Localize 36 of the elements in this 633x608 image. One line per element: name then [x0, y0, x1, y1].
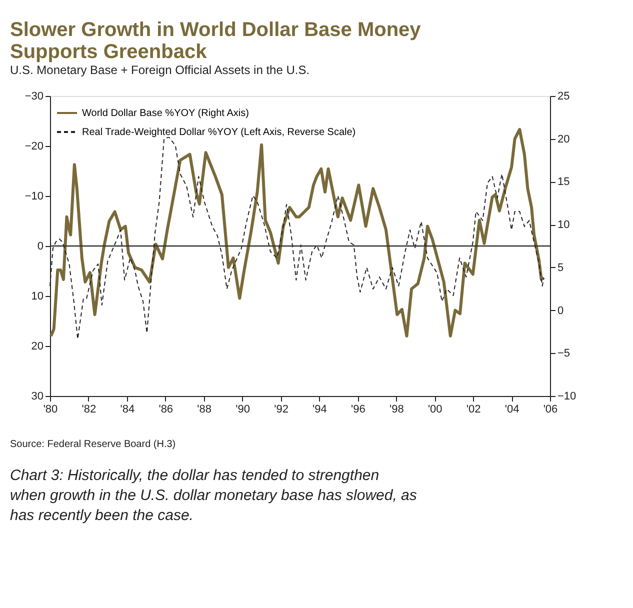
x-tick-label: '02: [466, 404, 481, 416]
y-tick-label: 20: [31, 340, 44, 352]
y2-tick-label: 25: [558, 90, 570, 102]
x-tick-label: '94: [312, 404, 327, 416]
x-tick-label: '88: [197, 404, 212, 416]
x-tick-label: '96: [351, 404, 366, 416]
y2-tick-label: 5: [558, 262, 564, 274]
text: Slower Growth in World Dollar Base Money: [10, 19, 421, 41]
y2-tick-label: 20: [558, 133, 570, 146]
x-tick-label: '00: [428, 404, 442, 416]
y-tick-label: −20: [24, 140, 44, 152]
y-tick-label: −10: [24, 190, 44, 202]
x-tick-label: '90: [236, 404, 250, 416]
legend-label: Real Trade-Weighted Dollar %YOY (Left Axis, Reverse Scale): [82, 127, 356, 138]
text: Supports Greenback: [10, 41, 207, 63]
x-tick-label: '98: [389, 404, 404, 416]
caption: Chart 3: Historically, the dollar has tended to strengthen when growth in the U.S. dollar monetary base has slowed, as has recently been the case.: [10, 467, 418, 524]
x-tick-label: '84: [120, 404, 135, 416]
y2-tick-label: 15: [558, 176, 570, 188]
x-tick-label: '06: [543, 404, 558, 416]
x-tick-label: '80: [43, 404, 58, 416]
source-note: Source: Federal Reserve Board (H.3): [10, 439, 176, 450]
y2-tick-label: 0: [558, 304, 564, 317]
chart-subtitle: U.S. Monetary Base + Foreign Official Assets in the U.S.: [10, 63, 310, 77]
x-tick-label: '86: [158, 404, 174, 416]
y-tick-label: −30: [24, 90, 44, 102]
y2-tick-label: 10: [558, 219, 570, 232]
y2-tick-label: −5: [558, 348, 570, 360]
x-tick-label: '04: [504, 404, 520, 416]
x-tick-label: '82: [82, 404, 96, 416]
x-tick-label: '92: [274, 404, 288, 416]
y2-tick-label: −10: [558, 390, 576, 402]
legend-label: World Dollar Base %YOY (Right Axis): [82, 108, 249, 119]
y-tick-label: 10: [31, 290, 44, 302]
y-tick-label: 30: [31, 390, 44, 402]
y-tick-label: 0: [37, 240, 44, 252]
